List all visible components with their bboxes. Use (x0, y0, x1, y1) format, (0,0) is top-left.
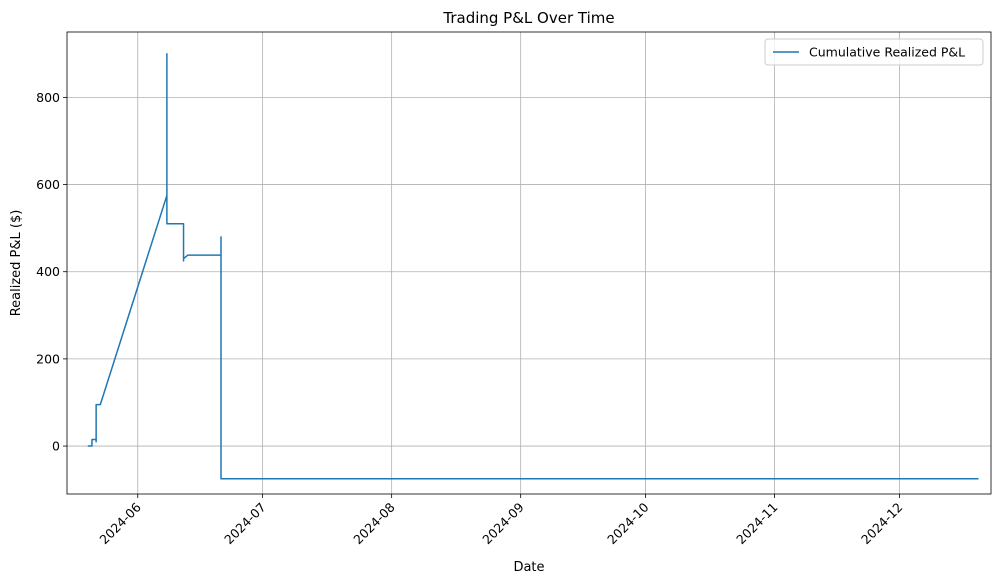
chart-title: Trading P&L Over Time (442, 9, 614, 27)
x-tick-label: 2024-10 (604, 499, 652, 547)
x-tick-label: 2024-09 (479, 499, 527, 547)
x-tick-label: 2024-11 (733, 500, 781, 548)
series-line-0 (87, 53, 979, 480)
grid-layer (67, 32, 991, 494)
x-axis-label: Date (513, 560, 544, 575)
x-tick-label: 2024-07 (221, 500, 269, 548)
legend-label: Cumulative Realized P&L (809, 45, 965, 60)
x-tick-label: 2024-12 (858, 500, 906, 548)
legend: Cumulative Realized P&L (764, 38, 984, 66)
y-tick-label: 0 (52, 439, 60, 454)
y-tick-label: 200 (36, 351, 60, 366)
y-tick-label: 600 (36, 177, 60, 192)
x-tick-label: 2024-08 (350, 499, 398, 547)
plot-frame (66, 31, 992, 495)
y-tick-label: 400 (36, 264, 60, 279)
series-layer (87, 53, 979, 480)
y-tick-label: 800 (36, 90, 60, 105)
y-axis-label: Realized P&L ($) (9, 210, 24, 317)
legend-box (764, 38, 984, 66)
x-tick-label: 2024-06 (96, 499, 144, 547)
